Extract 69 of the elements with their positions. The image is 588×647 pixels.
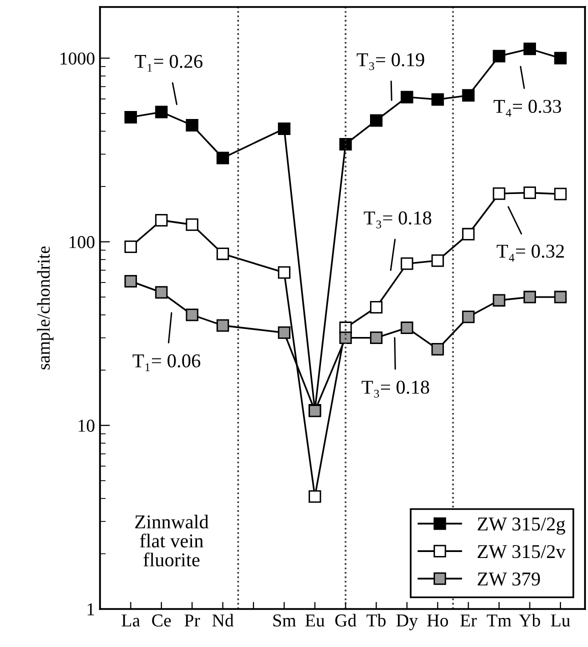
x-tick-label: Tb	[366, 614, 386, 627]
point	[400, 257, 414, 270]
y-tick-label: 1	[88, 603, 94, 616]
x-tick-label: Dy	[396, 614, 418, 630]
point	[554, 188, 567, 200]
point	[523, 290, 536, 304]
x-tick-label: Eu	[305, 614, 325, 627]
annotation: T₃= 0.18	[364, 211, 432, 228]
point	[370, 114, 383, 127]
point	[554, 290, 567, 304]
point	[400, 322, 414, 334]
point	[339, 332, 352, 344]
point	[370, 301, 383, 314]
x-tick-label: Ho	[427, 614, 448, 627]
legend-label: ZW 379	[478, 572, 540, 586]
x-tick-label: Ce	[152, 614, 171, 627]
annotation: T₄= 0.33	[494, 100, 562, 117]
point	[462, 89, 475, 102]
point	[431, 254, 444, 267]
annotation: T₁= 0.06	[132, 354, 200, 372]
point	[278, 122, 290, 135]
point	[400, 90, 414, 104]
point	[339, 138, 352, 150]
point	[492, 50, 506, 62]
point	[124, 274, 137, 288]
point	[431, 342, 444, 356]
point	[492, 294, 506, 307]
point	[431, 93, 444, 106]
point	[155, 286, 168, 299]
point	[186, 218, 198, 231]
point	[462, 228, 475, 240]
y-tick-label: 1000	[60, 52, 94, 65]
point	[216, 319, 230, 332]
annotation: T₁= 0.26	[134, 54, 202, 72]
point	[523, 186, 536, 199]
y-tick-label: 100	[70, 236, 94, 248]
point	[186, 308, 198, 322]
point	[370, 332, 383, 344]
point	[462, 310, 475, 324]
annotation: T₄= 0.32	[496, 244, 564, 262]
y-tick-label: 10	[78, 420, 94, 432]
point	[492, 187, 506, 200]
legend-label: ZW 315/2v	[478, 545, 566, 558]
point	[278, 326, 290, 339]
point	[216, 152, 230, 164]
point	[216, 248, 230, 260]
point	[554, 52, 567, 64]
annotation: Zinnwald flat vein fluorite	[135, 514, 209, 566]
point	[308, 490, 322, 503]
point	[186, 119, 198, 132]
legend-label: ZW 315/2g	[478, 518, 566, 535]
x-tick-label: Er	[460, 614, 477, 626]
annotation: T₃= 0.19	[356, 53, 424, 70]
point	[523, 42, 536, 56]
x-tick-label: Sm	[273, 614, 296, 627]
x-tick-label: Pr	[184, 614, 200, 626]
point	[155, 106, 168, 118]
point	[124, 240, 137, 253]
x-tick-label: Lu	[550, 614, 570, 627]
x-tick-label: Gd	[335, 614, 356, 627]
point	[124, 110, 137, 124]
point	[278, 266, 290, 279]
x-tick-label: Nd	[212, 614, 234, 627]
point	[155, 214, 168, 227]
y-axis-title: sample/chondrite	[37, 246, 54, 370]
x-tick-label: La	[122, 614, 140, 627]
annotation: T₃= 0.18	[362, 380, 430, 398]
x-tick-label: Tm	[486, 614, 512, 626]
x-tick-label: Yb	[518, 614, 540, 627]
